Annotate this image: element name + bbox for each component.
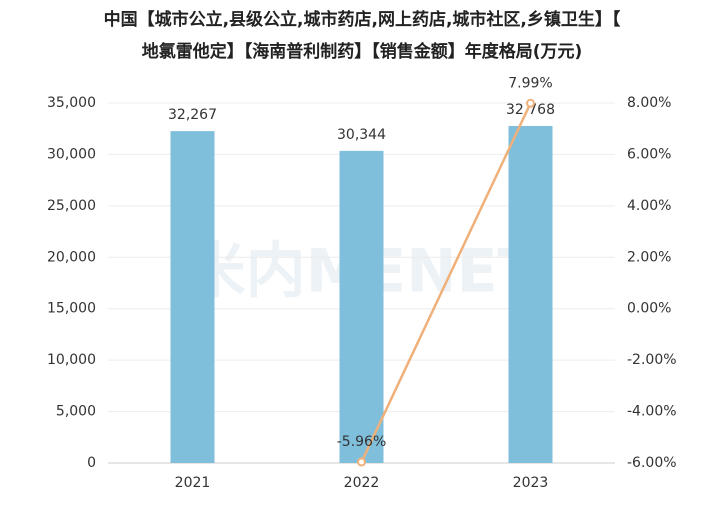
y-tick-label: 35,000 (47, 95, 96, 111)
bar (170, 131, 215, 464)
y2-tick-label: -6.00% (627, 455, 677, 471)
y2-tick-label: 2.00% (627, 249, 671, 265)
y-tick-label: 5,000 (56, 404, 96, 420)
y2-tick-label: 4.00% (627, 198, 671, 214)
data-label: 32,768 (506, 102, 555, 118)
y-tick-label: 15,000 (47, 301, 96, 317)
x-tick-label: 2022 (344, 475, 380, 491)
data-label: 32,267 (168, 107, 217, 123)
x-tick-label: 2023 (513, 475, 549, 491)
x-tick-label: 2021 (175, 475, 211, 491)
y2-tick-label: 8.00% (627, 95, 671, 111)
y-tick-label: 10,000 (47, 352, 96, 368)
data-label: 30,344 (337, 127, 386, 143)
line-point (526, 98, 535, 108)
line-point (357, 457, 366, 467)
chart-title: 中国【城市公立,县级公立,城市药店,网上药店,城市社区,乡镇卫生】【 (104, 9, 621, 30)
y2-tick-label: -2.00% (627, 352, 677, 368)
y2-tick-label: 6.00% (627, 146, 671, 162)
y2-tick-label: 0.00% (627, 301, 671, 317)
data-label: -5.96% (337, 434, 387, 450)
y-tick-label: 25,000 (47, 198, 96, 214)
y-tick-label: 20,000 (47, 249, 96, 265)
data-label: 7.99% (508, 75, 552, 91)
bar (508, 125, 553, 464)
y-tick-label: 30,000 (47, 146, 96, 162)
chart-title: 地氯雷他定】【海南普利制药】【销售金额】年度格局(万元) (142, 41, 583, 62)
bar (339, 150, 384, 463)
line (360, 102, 532, 463)
y-tick-label: 0 (87, 455, 96, 471)
y2-tick-label: -4.00% (627, 404, 677, 420)
